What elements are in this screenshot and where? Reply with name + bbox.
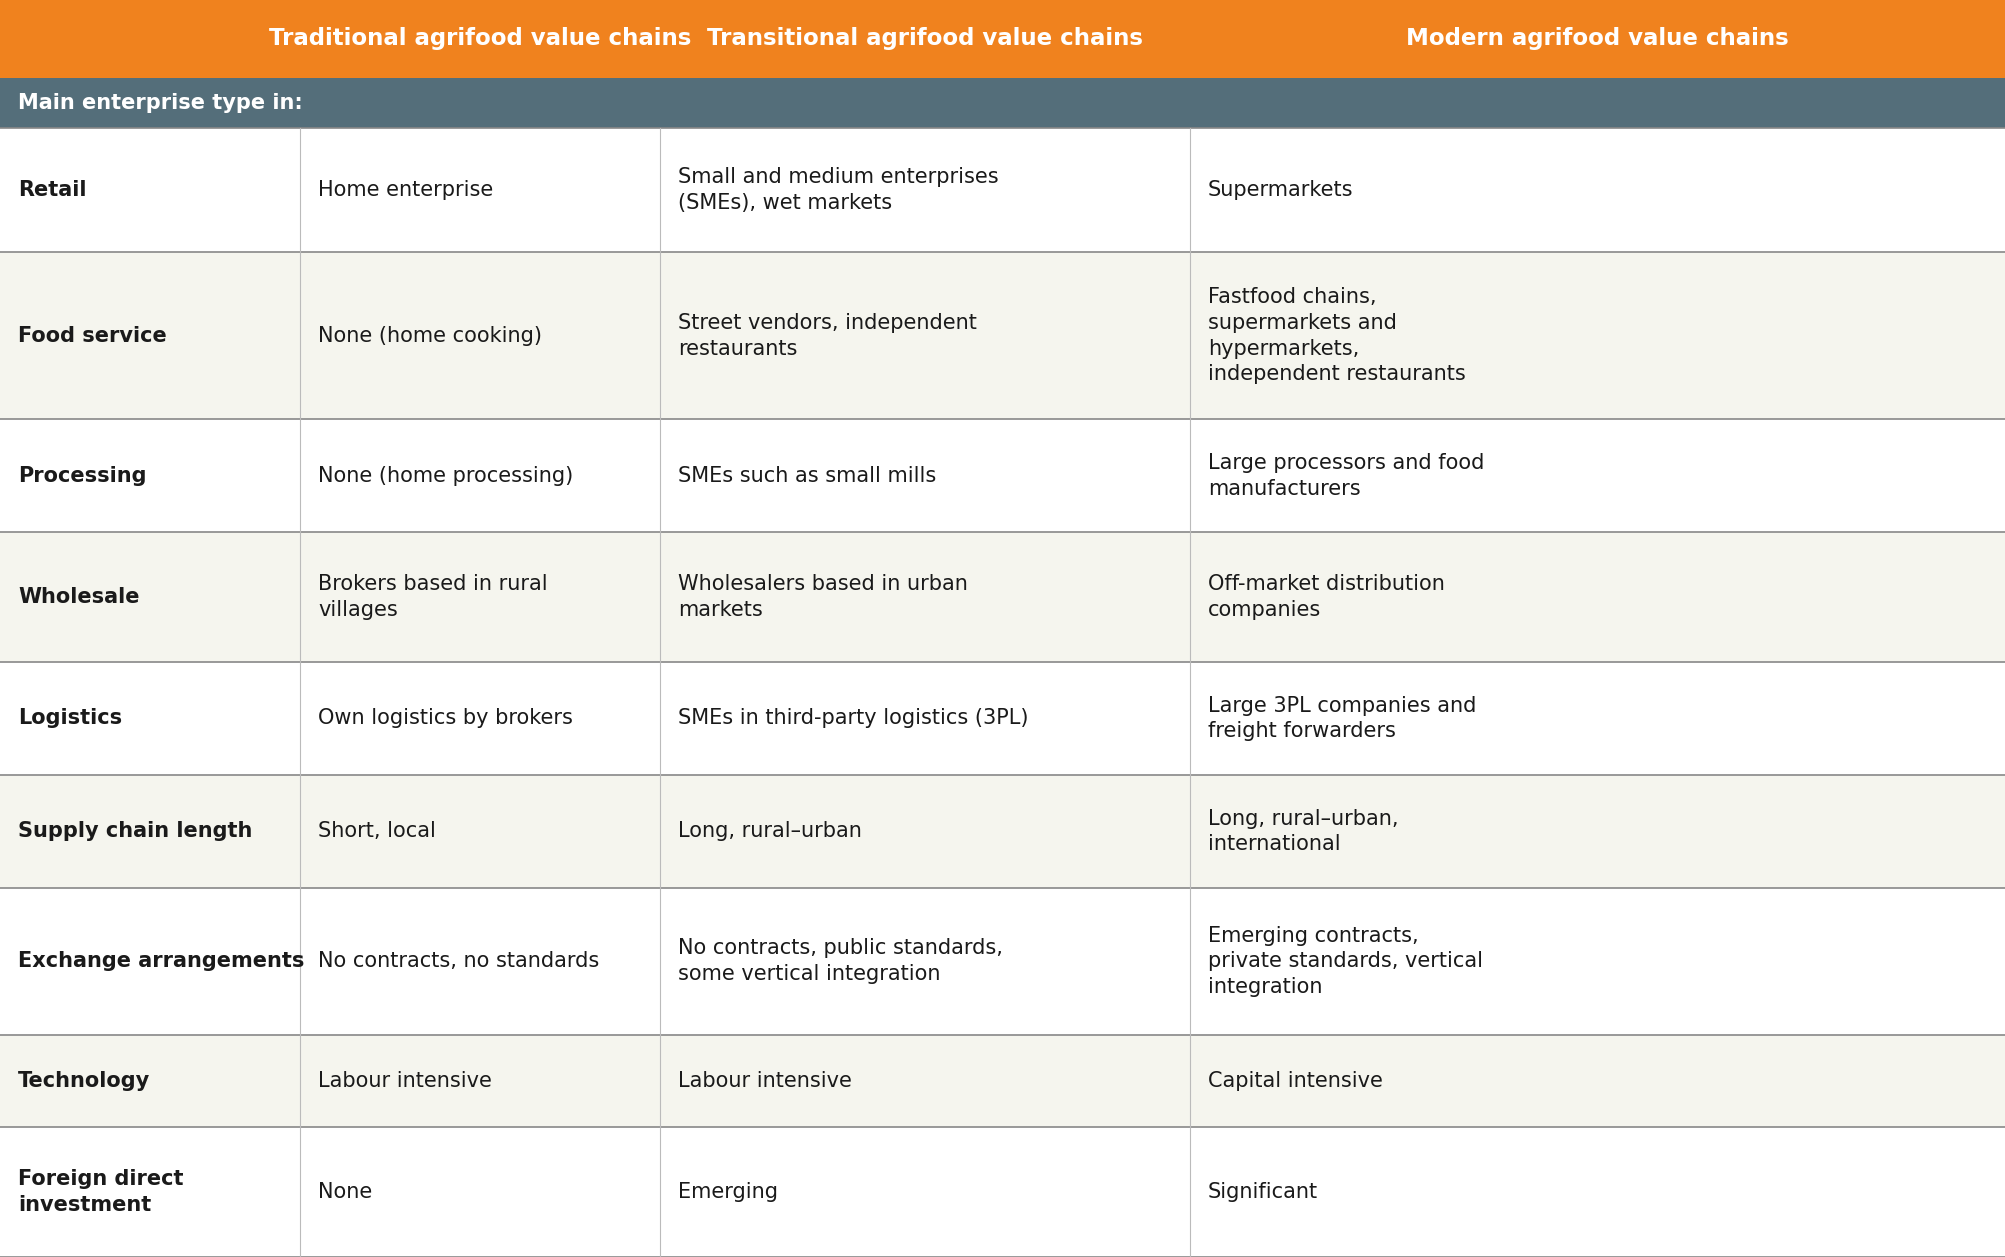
Text: Street vendors, independent
restaurants: Street vendors, independent restaurants: [678, 313, 976, 358]
Text: SMEs such as small mills: SMEs such as small mills: [678, 466, 936, 485]
Text: Short, local: Short, local: [319, 821, 435, 841]
Bar: [0, 253, 2005, 420]
Text: Small and medium enterprises
(SMEs), wet markets: Small and medium enterprises (SMEs), wet…: [678, 167, 998, 212]
Text: Capital intensive: Capital intensive: [1207, 1071, 1383, 1091]
Bar: [0, 532, 2005, 662]
Text: Traditional agrifood value chains: Traditional agrifood value chains: [269, 28, 692, 50]
Bar: [0, 1035, 2005, 1128]
Text: Significant: Significant: [1207, 1182, 1317, 1202]
Text: Emerging: Emerging: [678, 1182, 778, 1202]
Text: Food service: Food service: [18, 326, 166, 346]
Bar: [0, 128, 2005, 253]
Text: Wholesalers based in urban
markets: Wholesalers based in urban markets: [678, 574, 968, 620]
Text: Logistics: Logistics: [18, 709, 122, 729]
Text: Long, rural–urban: Long, rural–urban: [678, 821, 862, 841]
Text: Transitional agrifood value chains: Transitional agrifood value chains: [708, 28, 1143, 50]
Bar: [0, 774, 2005, 887]
Text: Foreign direct
investment: Foreign direct investment: [18, 1169, 184, 1214]
Bar: [0, 1128, 2005, 1257]
Text: Fastfood chains,
supermarkets and
hypermarkets,
independent restaurants: Fastfood chains, supermarkets and hyperm…: [1207, 288, 1466, 385]
Bar: [0, 887, 2005, 1035]
Text: Long, rural–urban,
international: Long, rural–urban, international: [1207, 808, 1399, 855]
Text: No contracts, public standards,
some vertical integration: No contracts, public standards, some ver…: [678, 939, 1002, 984]
Text: Emerging contracts,
private standards, vertical
integration: Emerging contracts, private standards, v…: [1207, 925, 1484, 997]
Bar: [0, 420, 2005, 532]
Text: Off-market distribution
companies: Off-market distribution companies: [1207, 574, 1446, 620]
Text: Brokers based in rural
villages: Brokers based in rural villages: [319, 574, 547, 620]
Text: None: None: [319, 1182, 373, 1202]
Text: Retail: Retail: [18, 180, 86, 200]
Text: Supply chain length: Supply chain length: [18, 821, 253, 841]
Text: Labour intensive: Labour intensive: [319, 1071, 491, 1091]
Text: Wholesale: Wholesale: [18, 587, 140, 607]
Text: None (home cooking): None (home cooking): [319, 326, 541, 346]
Text: Home enterprise: Home enterprise: [319, 180, 493, 200]
Text: Large 3PL companies and
freight forwarders: Large 3PL companies and freight forwarde…: [1207, 695, 1476, 742]
Text: Processing: Processing: [18, 466, 146, 485]
Bar: [0, 78, 2005, 128]
Bar: [0, 0, 2005, 78]
Text: Own logistics by brokers: Own logistics by brokers: [319, 709, 573, 729]
Text: Supermarkets: Supermarkets: [1207, 180, 1353, 200]
Bar: [0, 662, 2005, 774]
Text: Exchange arrangements: Exchange arrangements: [18, 952, 305, 972]
Text: Large processors and food
manufacturers: Large processors and food manufacturers: [1207, 453, 1484, 499]
Text: Technology: Technology: [18, 1071, 150, 1091]
Text: None (home processing): None (home processing): [319, 466, 573, 485]
Text: Main enterprise type in:: Main enterprise type in:: [18, 93, 303, 113]
Text: Labour intensive: Labour intensive: [678, 1071, 852, 1091]
Text: SMEs in third-party logistics (3PL): SMEs in third-party logistics (3PL): [678, 709, 1029, 729]
Text: No contracts, no standards: No contracts, no standards: [319, 952, 599, 972]
Text: Modern agrifood value chains: Modern agrifood value chains: [1406, 28, 1788, 50]
